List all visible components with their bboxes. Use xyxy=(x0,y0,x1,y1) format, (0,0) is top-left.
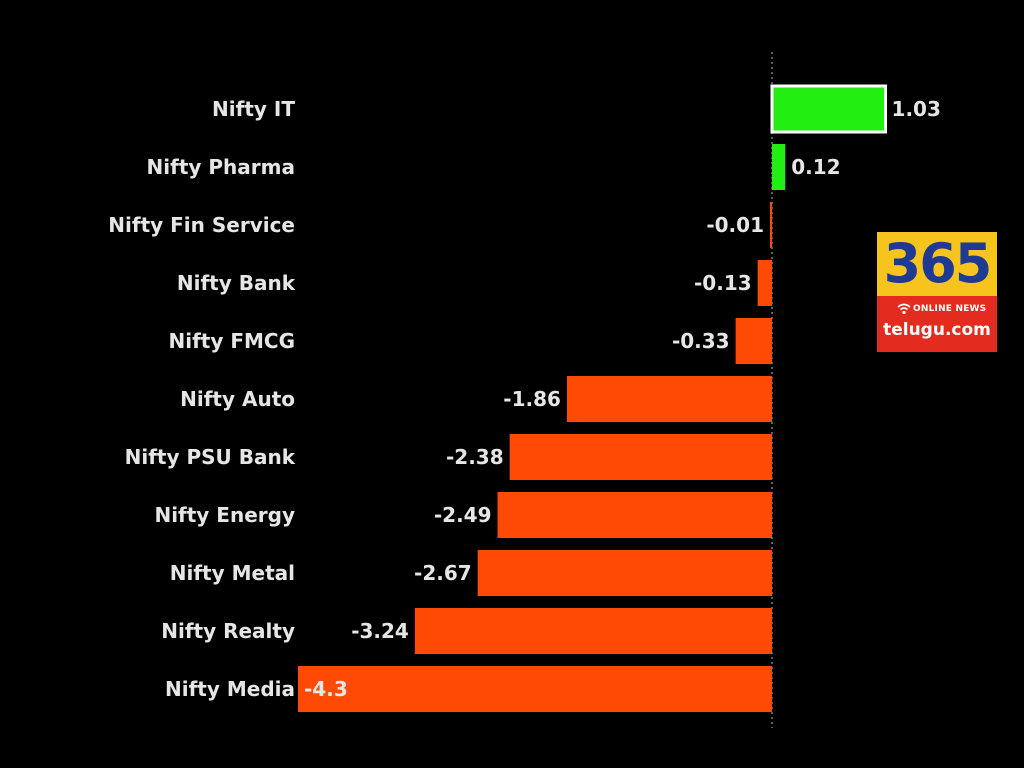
category-label: Nifty Realty xyxy=(161,619,295,643)
value-label: -1.86 xyxy=(503,387,561,411)
value-label: -2.49 xyxy=(434,503,492,527)
category-label: Nifty Energy xyxy=(154,503,295,527)
value-label: -4.3 xyxy=(304,677,348,701)
logo-top-panel: 365 xyxy=(877,232,997,296)
bar-nifty-psu-bank xyxy=(509,434,772,480)
category-label: Nifty IT xyxy=(212,97,295,121)
wifi-icon xyxy=(897,303,911,315)
bar-nifty-media xyxy=(298,666,772,712)
value-label: -3.24 xyxy=(351,619,409,643)
brand-logo: 365 ONLINE NEWS telugu.com xyxy=(877,232,997,352)
logo-site-name: telugu.com xyxy=(883,320,991,340)
category-label: Nifty FMCG xyxy=(168,329,295,353)
value-label: -2.38 xyxy=(446,445,504,469)
category-label: Nifty Fin Service xyxy=(108,213,295,237)
category-label: Nifty PSU Bank xyxy=(125,445,296,469)
value-label: 1.03 xyxy=(892,97,941,121)
value-label: 0.12 xyxy=(791,155,840,179)
bars-group: Nifty IT 1.03 Nifty Pharma 0.12 Nifty Fin Se… xyxy=(108,84,941,712)
category-label: Nifty Metal xyxy=(170,561,295,585)
logo-number: 365 xyxy=(883,232,993,295)
category-label: Nifty Pharma xyxy=(147,155,295,179)
value-label: -2.67 xyxy=(414,561,472,585)
bar-nifty-pharma xyxy=(772,144,786,190)
bar-nifty-fin-service xyxy=(770,202,772,248)
bar-nifty-auto xyxy=(566,376,772,422)
value-label: -0.13 xyxy=(694,271,752,295)
value-label: -0.01 xyxy=(706,213,764,237)
category-label: Nifty Auto xyxy=(180,387,295,411)
bar-nifty-fmcg xyxy=(735,318,772,364)
logo-subtitle: ONLINE NEWS xyxy=(913,304,987,314)
bar-nifty-metal xyxy=(477,550,772,596)
bar-nifty-it xyxy=(770,84,888,134)
bar-nifty-bank xyxy=(757,260,772,306)
value-label: -0.33 xyxy=(672,329,730,353)
logo-bottom-panel: ONLINE NEWS telugu.com xyxy=(877,296,997,352)
bar-nifty-energy xyxy=(497,492,772,538)
category-label: Nifty Media xyxy=(165,677,295,701)
bar-nifty-realty xyxy=(414,608,772,654)
category-label: Nifty Bank xyxy=(177,271,296,295)
